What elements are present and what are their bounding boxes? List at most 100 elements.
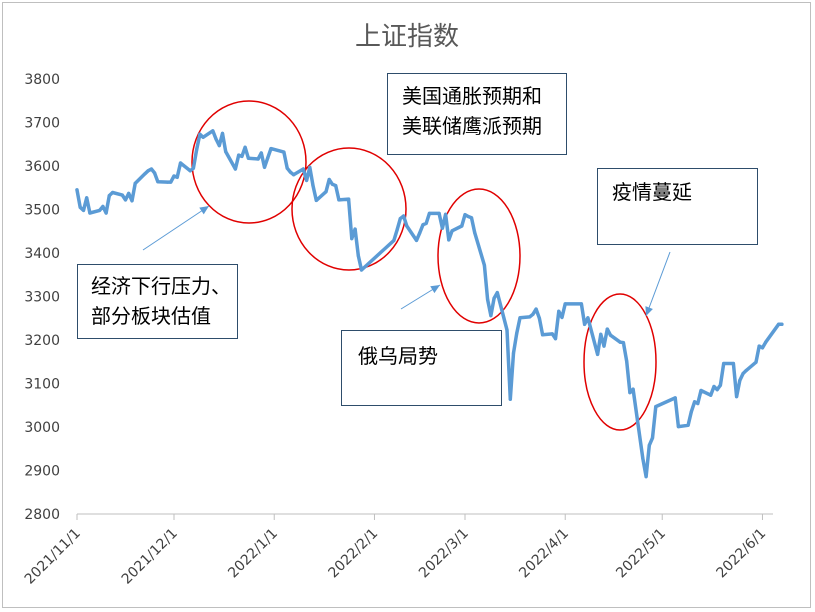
data-point (744, 368, 748, 372)
data-point (518, 316, 522, 320)
data-point (560, 315, 564, 319)
data-point (217, 144, 221, 148)
data-point (305, 178, 309, 182)
data-point (414, 238, 419, 242)
data-point (123, 198, 128, 202)
data-point (557, 309, 561, 313)
data-point (175, 175, 179, 179)
data-point (350, 237, 354, 241)
data-point (195, 148, 199, 152)
data-point (334, 184, 338, 188)
data-point (764, 340, 768, 344)
data-point (285, 166, 289, 170)
data-point (308, 165, 312, 169)
data-point (347, 197, 351, 201)
data-point (722, 361, 726, 366)
data-point (240, 154, 244, 158)
data-point (88, 211, 92, 215)
data-point (191, 166, 195, 170)
data-point (243, 145, 247, 149)
data-point (327, 177, 331, 182)
data-point (427, 211, 431, 215)
data-point (550, 332, 554, 336)
data-point (534, 307, 538, 311)
data-point (754, 360, 758, 364)
highlight-ellipse (437, 188, 521, 324)
y-tick-label: 2800 (24, 507, 60, 523)
data-point (356, 254, 360, 258)
data-point (738, 378, 742, 383)
data-point (220, 131, 225, 135)
x-tick-label: 2022/2/1 (326, 526, 382, 582)
x-tick-label: 2022/3/1 (416, 526, 472, 582)
data-point (292, 173, 296, 177)
data-point (81, 208, 86, 212)
data-point (505, 328, 509, 332)
annotation-box-epidemic: 疫情蔓延 (597, 168, 758, 245)
data-point (712, 384, 716, 389)
data-point (266, 156, 270, 160)
data-point (172, 174, 176, 178)
data-point (424, 221, 428, 225)
data-point (586, 316, 590, 320)
data-point (628, 391, 632, 395)
data-point (693, 400, 697, 404)
data-point (631, 387, 635, 391)
data-point (583, 322, 587, 326)
data-point (605, 327, 609, 331)
y-tick-label: 3200 (24, 333, 60, 349)
y-tick-label: 3800 (24, 72, 60, 88)
data-point (621, 341, 626, 345)
data-point (104, 211, 108, 215)
highlight-ellipse (583, 293, 657, 431)
data-point (709, 393, 713, 397)
data-point (233, 167, 237, 171)
data-point (486, 297, 490, 302)
data-point (127, 191, 131, 195)
data-point (262, 165, 267, 169)
data-point (353, 227, 357, 231)
chart-title: 上证指数 (355, 22, 459, 52)
data-point (120, 193, 124, 197)
data-point (699, 388, 703, 393)
data-point (237, 153, 241, 157)
data-point (201, 135, 205, 139)
x-tick-label: 2022/5/1 (613, 526, 669, 582)
data-point (450, 229, 454, 233)
data-point (111, 190, 115, 195)
data-point (211, 129, 215, 133)
data-point (444, 212, 448, 216)
data-point (188, 169, 192, 173)
y-tick-label: 2900 (24, 464, 60, 480)
data-point (735, 395, 739, 399)
data-point (398, 217, 402, 221)
data-point (214, 137, 218, 141)
data-point (715, 388, 719, 392)
data-point (314, 198, 318, 202)
data-point (608, 333, 613, 337)
data-point (757, 344, 761, 348)
data-point (760, 346, 765, 350)
y-tick-label: 3400 (24, 246, 60, 262)
data-point (107, 194, 111, 198)
annotation-box-us-fed: 美国通胀预期和 美联储鹰派预期 (387, 73, 567, 155)
data-point (311, 184, 315, 188)
data-point (650, 436, 655, 440)
annotation-arrow-line (645, 251, 671, 317)
data-point (596, 352, 600, 356)
x-tick-label: 2022/4/1 (516, 526, 572, 582)
data-point (143, 172, 147, 176)
data-point (337, 198, 341, 202)
data-point (641, 456, 645, 460)
data-point (553, 337, 558, 341)
highlight-ellipses (191, 100, 657, 431)
series-group (75, 129, 784, 479)
data-point (625, 359, 629, 363)
annotation-box-russia-ukraine: 俄乌局势 (341, 330, 502, 406)
y-tick-label: 3600 (24, 159, 60, 175)
data-point (392, 238, 396, 242)
annotation-arrows (142, 205, 671, 317)
data-point (731, 361, 736, 366)
y-tick-label: 3700 (24, 116, 60, 132)
